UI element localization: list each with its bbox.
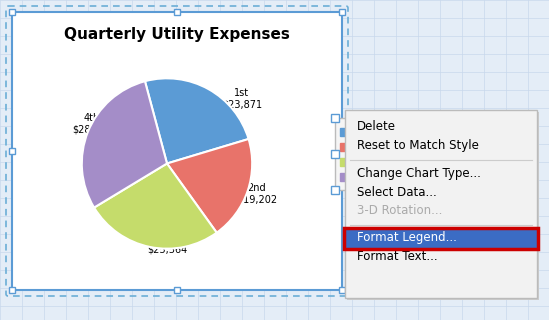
Bar: [389, 150, 397, 158]
Bar: [389, 186, 397, 194]
Bar: [9, 287, 15, 293]
Bar: [12, 12, 342, 290]
Bar: [340, 158, 348, 166]
Text: 3r: 3r: [352, 157, 361, 166]
Text: Format Legend...: Format Legend...: [357, 231, 457, 244]
Text: Format Text...: Format Text...: [357, 251, 438, 263]
Wedge shape: [94, 164, 217, 249]
Text: 4t: 4t: [352, 172, 361, 181]
Bar: [174, 9, 180, 15]
Bar: [340, 173, 348, 181]
Bar: [340, 143, 348, 151]
Text: 2nd: 2nd: [352, 142, 369, 151]
Bar: [346, 229, 536, 248]
Text: Quarterly Utility Expenses: Quarterly Utility Expenses: [64, 27, 290, 42]
Bar: [347, 112, 539, 300]
Text: 4th
$28,704: 4th $28,704: [72, 113, 112, 134]
Bar: [9, 9, 15, 15]
Bar: [389, 114, 397, 122]
Bar: [339, 287, 345, 293]
Bar: [360, 186, 368, 194]
Bar: [331, 114, 339, 122]
Wedge shape: [145, 78, 249, 164]
Text: 1st
$23,871: 1st $23,871: [222, 88, 262, 109]
Bar: [345, 110, 537, 298]
Text: 3rd
$25,564: 3rd $25,564: [147, 233, 187, 254]
Text: 3-D Rotation...: 3-D Rotation...: [357, 204, 442, 218]
Bar: [339, 148, 345, 154]
Wedge shape: [167, 139, 252, 233]
Bar: [360, 114, 368, 122]
Text: 2nd
$19,202: 2nd $19,202: [237, 183, 277, 204]
Bar: [344, 228, 538, 249]
Bar: [331, 186, 339, 194]
Text: Select Data...: Select Data...: [357, 186, 437, 198]
Bar: [339, 9, 345, 15]
Text: Reset to Match Style: Reset to Match Style: [357, 140, 479, 153]
Bar: [340, 128, 348, 136]
Bar: [174, 287, 180, 293]
Text: Change Chart Type...: Change Chart Type...: [357, 166, 481, 180]
Text: Delete: Delete: [357, 121, 396, 133]
Text: 1st: 1st: [352, 127, 366, 137]
Bar: [9, 148, 15, 154]
Bar: [335, 118, 393, 190]
Bar: [331, 150, 339, 158]
Wedge shape: [82, 81, 167, 208]
